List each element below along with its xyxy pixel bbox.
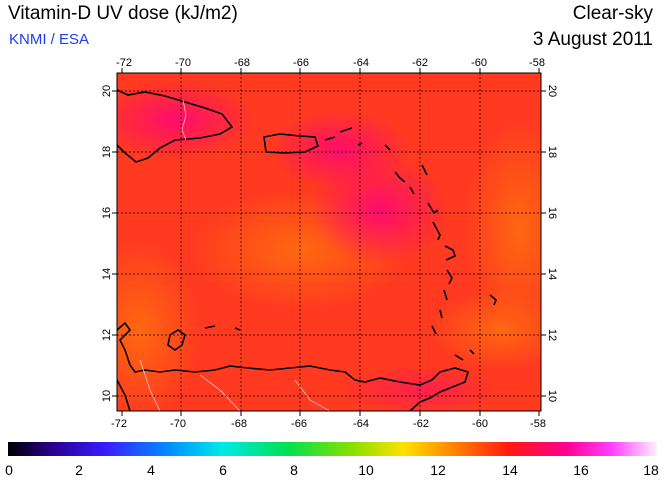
colorbar-label: 16 (573, 462, 589, 478)
lat-label: 10 (101, 390, 113, 402)
lat-label: 14 (546, 268, 558, 280)
map-title: Vitamin-D UV dose (kJ/m2) (8, 3, 238, 24)
lat-label: 12 (546, 329, 558, 341)
lat-labels-left: 20 18 16 14 12 10 (101, 85, 113, 402)
colorbar-label: 18 (643, 462, 659, 478)
map-frame (116, 72, 542, 412)
lat-label: 12 (101, 329, 113, 341)
tick-marks (112, 68, 546, 416)
lat-labels-right: 20 18 16 14 12 10 (546, 85, 558, 402)
lon-label: -58 (529, 57, 545, 69)
lat-label: 14 (101, 268, 113, 280)
lat-label: 20 (546, 85, 558, 97)
colorbar (8, 442, 657, 456)
colorbar-labels: 0 2 4 6 8 10 12 14 16 18 (5, 462, 659, 478)
uv-dose-field (117, 73, 541, 411)
lon-labels-bottom: -72 -70 -68 -66 -64 -62 -60 -58 (111, 418, 546, 430)
sky-condition-label: Clear-sky (572, 3, 653, 24)
lon-label: -62 (413, 418, 429, 430)
lat-label: 20 (101, 85, 113, 97)
colorbar-label: 4 (147, 462, 155, 478)
coastlines (117, 89, 497, 411)
lat-label: 18 (101, 146, 113, 158)
lat-label: 18 (546, 146, 558, 158)
lon-label: -70 (175, 57, 191, 69)
colorbar-label: 0 (5, 462, 13, 478)
colorbar-label: 6 (219, 462, 227, 478)
colorbar-label: 2 (75, 462, 83, 478)
lon-label: -68 (234, 57, 250, 69)
lon-label: -72 (111, 418, 127, 430)
lon-label: -64 (353, 57, 369, 69)
lon-label: -72 (116, 57, 132, 69)
date-label: 3 August 2011 (532, 29, 653, 50)
lat-label: 16 (101, 207, 113, 219)
lon-label: -62 (412, 57, 428, 69)
lon-label: -68 (231, 418, 247, 430)
lon-label: -66 (293, 57, 309, 69)
credit-label: KNMI / ESA (9, 31, 90, 48)
lon-label: -70 (170, 418, 186, 430)
lat-label: 10 (546, 390, 558, 402)
colorbar-label: 8 (290, 462, 298, 478)
lon-label: -60 (472, 418, 488, 430)
colorbar-label: 10 (358, 462, 374, 478)
lat-label: 16 (546, 207, 558, 219)
colorbar-label: 12 (430, 462, 446, 478)
lon-label: -66 (291, 418, 307, 430)
lon-labels-top: -72 -70 -68 -66 -64 -62 -60 -58 (116, 57, 545, 69)
lon-label: -58 (530, 418, 546, 430)
graticule (117, 73, 541, 411)
lon-label: -60 (471, 57, 487, 69)
lon-label: -64 (353, 418, 369, 430)
colorbar-label: 14 (502, 462, 518, 478)
